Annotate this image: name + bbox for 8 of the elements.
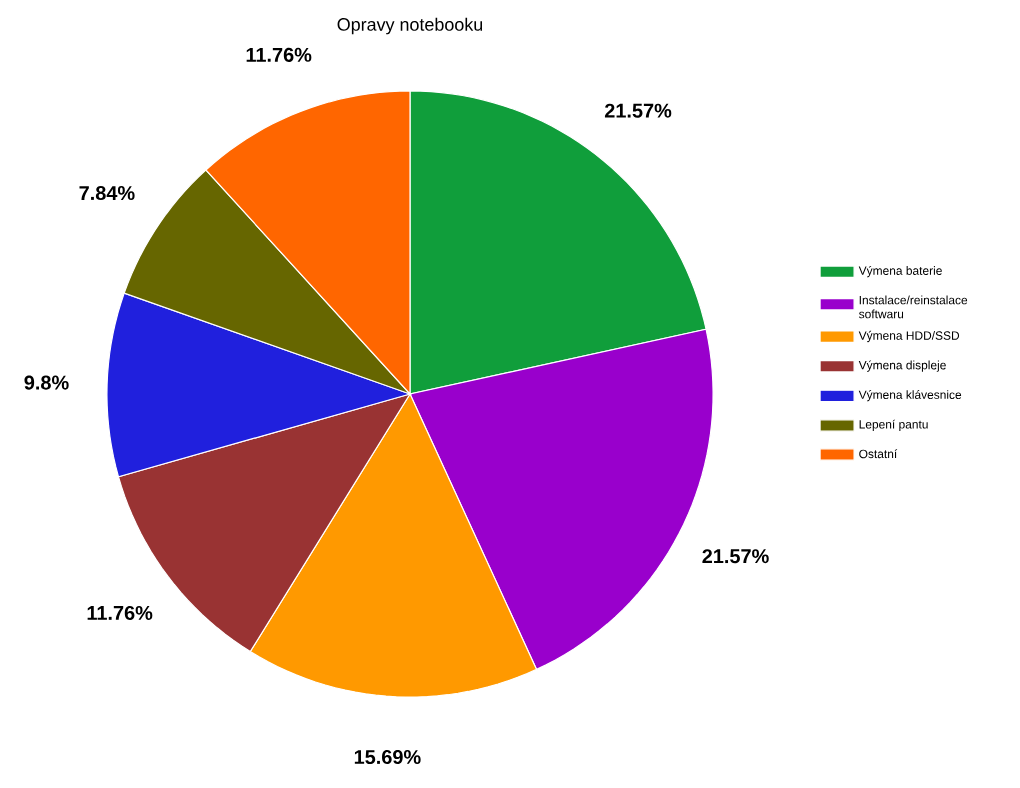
data-label: 21.57% (702, 549, 769, 564)
data-label: 21.57% (604, 103, 672, 118)
chart-title: Opravy notebooku (337, 17, 483, 35)
data-label: 7.84% (79, 185, 135, 201)
data-label: 15.69% (354, 749, 421, 765)
data-label: 11.76% (246, 47, 312, 62)
data-label: 11.76% (87, 605, 153, 621)
data-label: 9.8% (24, 375, 69, 390)
